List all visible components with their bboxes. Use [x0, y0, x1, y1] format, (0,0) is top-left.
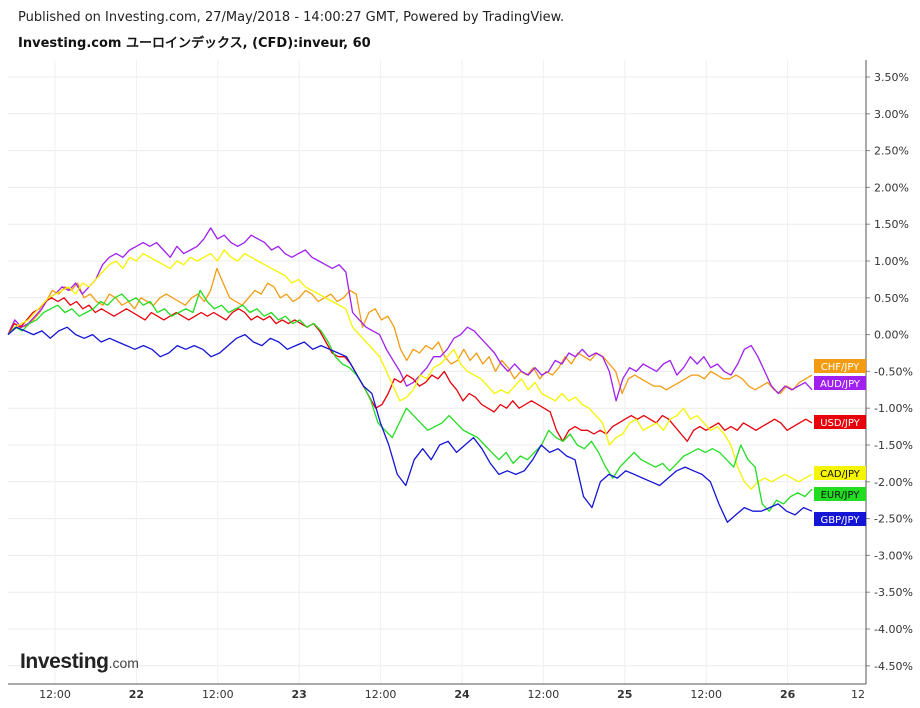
y-tick-label: -1.50%: [874, 439, 913, 452]
chart-title: Investing.com ユーロインデックス, (CFD):inveur, 6…: [18, 36, 371, 51]
series-line-eur-jpy[interactable]: [7, 289, 813, 512]
x-tick-label: 25: [617, 688, 632, 701]
investing-logo: Investing.com: [20, 650, 139, 674]
y-tick-label: 0.00%: [874, 329, 909, 342]
x-tick-label: 12:00: [690, 688, 722, 701]
series-label-box: [814, 466, 866, 480]
y-tick-label: 3.50%: [874, 71, 909, 84]
series-label: EUR/JPY: [821, 490, 861, 501]
series-line-cad-jpy[interactable]: [7, 249, 813, 490]
series-label: CHF/JPY: [821, 362, 860, 373]
y-tick-label: 3.00%: [874, 108, 909, 121]
y-tick-label: -3.50%: [874, 586, 913, 599]
y-tick-label: -4.00%: [874, 623, 913, 636]
x-tick-label: 26: [780, 688, 796, 701]
x-tick-label: 12:00: [365, 688, 397, 701]
plot-area: [8, 60, 866, 684]
series-line-usd-jpy[interactable]: [7, 297, 813, 442]
y-tick-label: -4.50%: [874, 660, 913, 673]
y-tick-label: -1.00%: [874, 402, 913, 415]
series-label-box: [814, 376, 866, 390]
x-tick-label: 12:00: [39, 688, 71, 701]
y-tick-label: -3.00%: [874, 549, 913, 562]
y-tick-label: 2.00%: [874, 181, 909, 194]
series-label-box: [814, 415, 866, 429]
series-label-box: [814, 512, 866, 526]
series-label: AUD/JPY: [820, 379, 861, 390]
series-label: USD/JPY: [820, 418, 860, 429]
x-tick-label: 24: [454, 688, 470, 701]
y-tick-label: 1.00%: [874, 255, 909, 268]
series-line-gbp-jpy[interactable]: [7, 326, 813, 523]
y-tick-label: -0.50%: [874, 365, 913, 378]
x-tick-label: 12:00: [202, 688, 234, 701]
x-tick-label: 23: [292, 688, 307, 701]
x-tick-label: 22: [129, 688, 144, 701]
y-tick-label: 2.50%: [874, 145, 909, 158]
x-tick-label: 12: [851, 688, 865, 701]
series-label: GBP/JPY: [821, 515, 861, 526]
series-label-box: [814, 487, 866, 501]
logo-main: Investing: [20, 650, 109, 673]
y-tick-label: -2.00%: [874, 476, 913, 489]
x-tick-label: 12:00: [528, 688, 560, 701]
y-tick-label: -2.50%: [874, 513, 913, 526]
y-tick-label: 1.50%: [874, 218, 909, 231]
published-caption: Published on Investing.com, 27/May/2018 …: [18, 10, 565, 25]
y-tick-label: 0.50%: [874, 292, 909, 305]
series-line-aud-jpy[interactable]: [7, 227, 813, 402]
series-line-chf-jpy[interactable]: [7, 267, 813, 395]
series-label-box: [814, 359, 866, 373]
logo-suffix: .com: [108, 655, 139, 671]
series-label: CAD/JPY: [820, 469, 861, 480]
